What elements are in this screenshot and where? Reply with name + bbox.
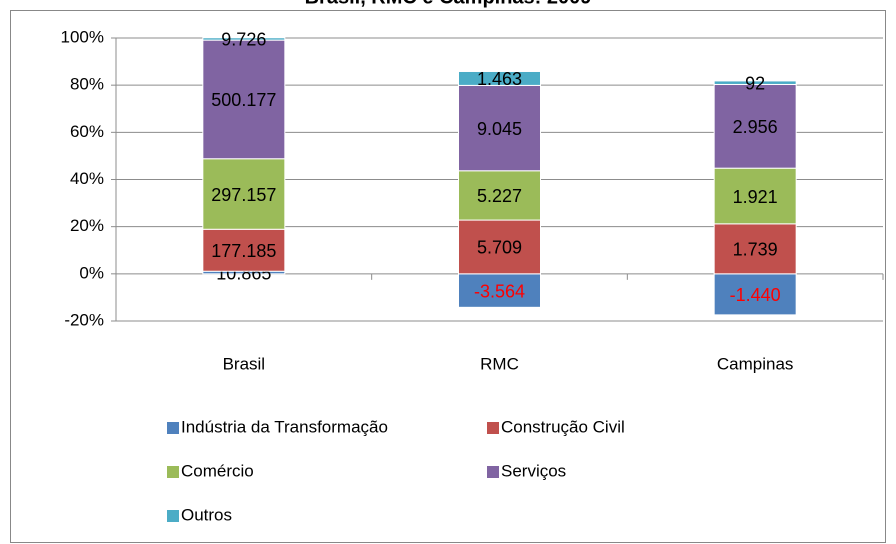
x-tick-label: Campinas bbox=[717, 354, 794, 373]
legend-swatch bbox=[487, 422, 499, 434]
y-tick-label: 40% bbox=[70, 169, 104, 188]
data-label: -3.564 bbox=[474, 281, 525, 301]
bar-segment bbox=[458, 84, 541, 172]
y-tick-label: 80% bbox=[70, 75, 104, 94]
legend-label: Serviços bbox=[501, 461, 566, 480]
y-tick-label: 20% bbox=[70, 216, 104, 235]
data-label: 5.709 bbox=[477, 238, 522, 258]
legend-label: Comércio bbox=[181, 461, 254, 480]
data-label: 9.045 bbox=[477, 119, 522, 139]
legend-label: Outros bbox=[181, 505, 232, 524]
x-tick-label: RMC bbox=[480, 354, 519, 373]
data-label: 500.177 bbox=[211, 90, 276, 110]
bar-segment bbox=[458, 70, 541, 86]
legend-swatch bbox=[167, 422, 179, 434]
bar-segment bbox=[713, 167, 797, 225]
data-label: 1.921 bbox=[733, 187, 778, 207]
data-label: 9.726 bbox=[221, 30, 266, 50]
bar-segment bbox=[202, 37, 286, 41]
data-label: 297.157 bbox=[211, 185, 276, 205]
data-label: -1.440 bbox=[730, 285, 781, 305]
bar-segment bbox=[713, 223, 797, 275]
data-label: 92 bbox=[745, 73, 765, 93]
y-tick-label: -20% bbox=[64, 310, 104, 329]
legend-label: Construção Civil bbox=[501, 417, 625, 436]
data-label: 1.463 bbox=[477, 69, 522, 89]
data-label: 177.185 bbox=[211, 241, 276, 261]
y-tick-label: 60% bbox=[70, 122, 104, 141]
bar-segment bbox=[202, 158, 286, 230]
bar-segment bbox=[713, 273, 797, 316]
legend-swatch bbox=[167, 466, 179, 478]
data-label: 1.739 bbox=[733, 240, 778, 260]
chart-title: Brasil, RMC e Campinas: 2009 bbox=[305, 0, 592, 8]
legend-swatch bbox=[487, 466, 499, 478]
bar-segment bbox=[458, 170, 541, 221]
bar-segment bbox=[202, 39, 286, 160]
bar-segment bbox=[458, 219, 541, 275]
bar-segment bbox=[713, 83, 797, 169]
data-label: 2.956 bbox=[733, 117, 778, 137]
y-tick-label: 0% bbox=[79, 263, 104, 282]
bar-segment bbox=[713, 80, 797, 85]
legend-swatch bbox=[167, 510, 179, 522]
x-tick-label: Brasil bbox=[223, 354, 266, 373]
data-label: 5.227 bbox=[477, 186, 522, 206]
legend-label: Indústria da Transformação bbox=[181, 417, 388, 436]
y-tick-label: 100% bbox=[61, 27, 104, 46]
